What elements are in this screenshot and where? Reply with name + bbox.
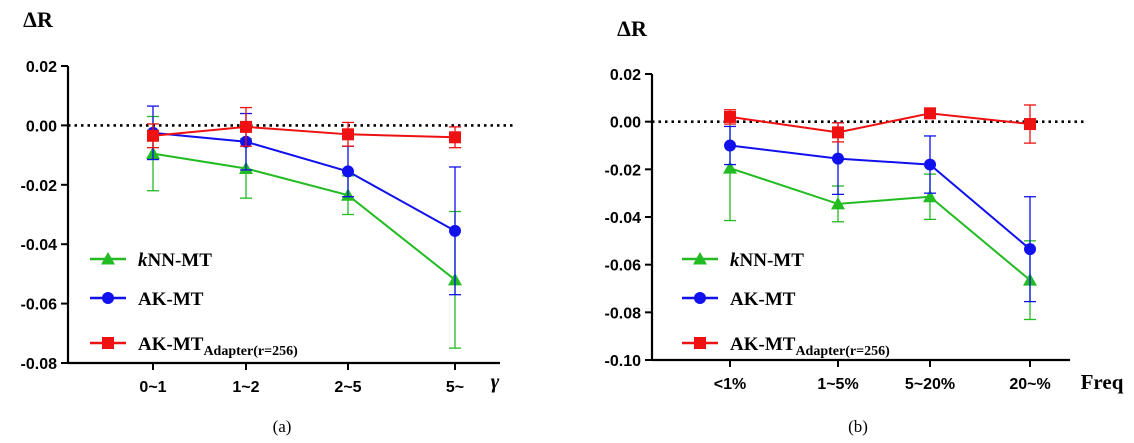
series-line xyxy=(152,152,456,281)
square-marker xyxy=(724,110,736,123)
legend-entry-1: AK-MT xyxy=(90,289,204,310)
series-0 xyxy=(146,115,462,349)
series-line xyxy=(152,125,456,139)
legend-entry-0: kNN-MT xyxy=(90,250,212,271)
legend-label: AK-MT xyxy=(138,289,204,310)
square-marker xyxy=(240,120,252,133)
y-tick-label: 0.02 xyxy=(26,59,57,76)
legend-label: kNN-MT xyxy=(730,250,804,271)
triangle-marker xyxy=(693,252,707,265)
y-tick-label: 0.00 xyxy=(610,115,641,132)
triangle-marker xyxy=(923,189,937,203)
y-tick-label: -0.10 xyxy=(605,353,642,370)
x-axis-label: γ xyxy=(491,369,500,393)
y-tick-label: -0.08 xyxy=(21,356,58,373)
square-marker xyxy=(694,337,706,349)
series-line xyxy=(729,144,1031,250)
circle-marker xyxy=(694,292,706,304)
series-line xyxy=(152,131,456,232)
y-tick-label: -0.02 xyxy=(605,162,642,179)
triangle-marker xyxy=(101,252,115,265)
triangle-marker xyxy=(831,196,845,210)
x-tick-label: 0~1 xyxy=(139,379,166,396)
y-tick-label: 0.00 xyxy=(26,118,57,135)
square-marker xyxy=(342,128,354,141)
square-marker xyxy=(832,126,844,139)
y-tick-label: -0.06 xyxy=(21,297,58,314)
legend-entry-2: AK-MTAdapter(r=256) xyxy=(90,334,298,359)
legend-label: AK-MTAdapter(r=256) xyxy=(730,334,890,359)
y-tick-label: -0.08 xyxy=(605,305,642,322)
legend-label: kNN-MT xyxy=(138,250,212,271)
y-tick-label: -0.06 xyxy=(605,258,642,275)
square-marker xyxy=(102,337,114,349)
y-axis-label: ΔR xyxy=(23,7,54,32)
x-tick-label: 5~ xyxy=(446,379,464,396)
legend-label: AK-MT xyxy=(730,289,796,310)
x-tick-label: 2~5 xyxy=(334,379,361,396)
triangle-marker xyxy=(723,161,737,174)
panel-caption: (a) xyxy=(273,417,292,436)
x-tick-label: 20~% xyxy=(1009,376,1050,393)
legend-entry-1: AK-MT xyxy=(682,289,796,310)
legend-label: AK-MTAdapter(r=256) xyxy=(138,334,298,359)
circle-marker xyxy=(342,165,354,178)
y-tick-label: 0.02 xyxy=(610,67,641,84)
circle-marker xyxy=(724,139,736,152)
series-line xyxy=(729,112,1031,134)
y-tick-label: -0.04 xyxy=(21,237,58,254)
series-1 xyxy=(724,122,1036,303)
circle-marker xyxy=(449,224,461,237)
panel-caption: (b) xyxy=(848,417,868,436)
y-axis-label: ΔR xyxy=(617,16,648,41)
square-marker xyxy=(147,129,159,142)
square-marker xyxy=(1024,118,1036,131)
x-tick-label: 1~5% xyxy=(817,376,858,393)
legend-entry-2: AK-MTAdapter(r=256) xyxy=(682,334,890,359)
legend-entry-0: kNN-MT xyxy=(682,250,804,271)
series-2 xyxy=(147,106,461,149)
square-marker xyxy=(449,131,461,144)
series-line xyxy=(729,167,1031,281)
y-tick-label: -0.02 xyxy=(21,178,58,195)
series-2 xyxy=(724,104,1036,144)
circle-marker xyxy=(102,292,114,304)
circle-marker xyxy=(1024,243,1036,256)
circle-marker xyxy=(924,158,936,171)
y-tick-label: -0.04 xyxy=(605,210,642,227)
panel-b: ΔR 0.02 0.00 -0.02 -0.04 -0.06 -0.08 -0.10 <1% 1~… xyxy=(605,16,1124,436)
x-tick-label: <1% xyxy=(714,376,746,393)
x-axis-label: Freq xyxy=(1081,370,1124,394)
x-tick-label: 5~20% xyxy=(905,376,955,393)
x-tick-label: 1~2 xyxy=(232,379,259,396)
circle-marker xyxy=(832,152,844,165)
panel-a: ΔR 0.02 0.00 -0.02 -0.04 -0.06 -0.08 0~1 1~2 2~5 5… xyxy=(21,7,515,436)
square-marker xyxy=(924,107,936,120)
